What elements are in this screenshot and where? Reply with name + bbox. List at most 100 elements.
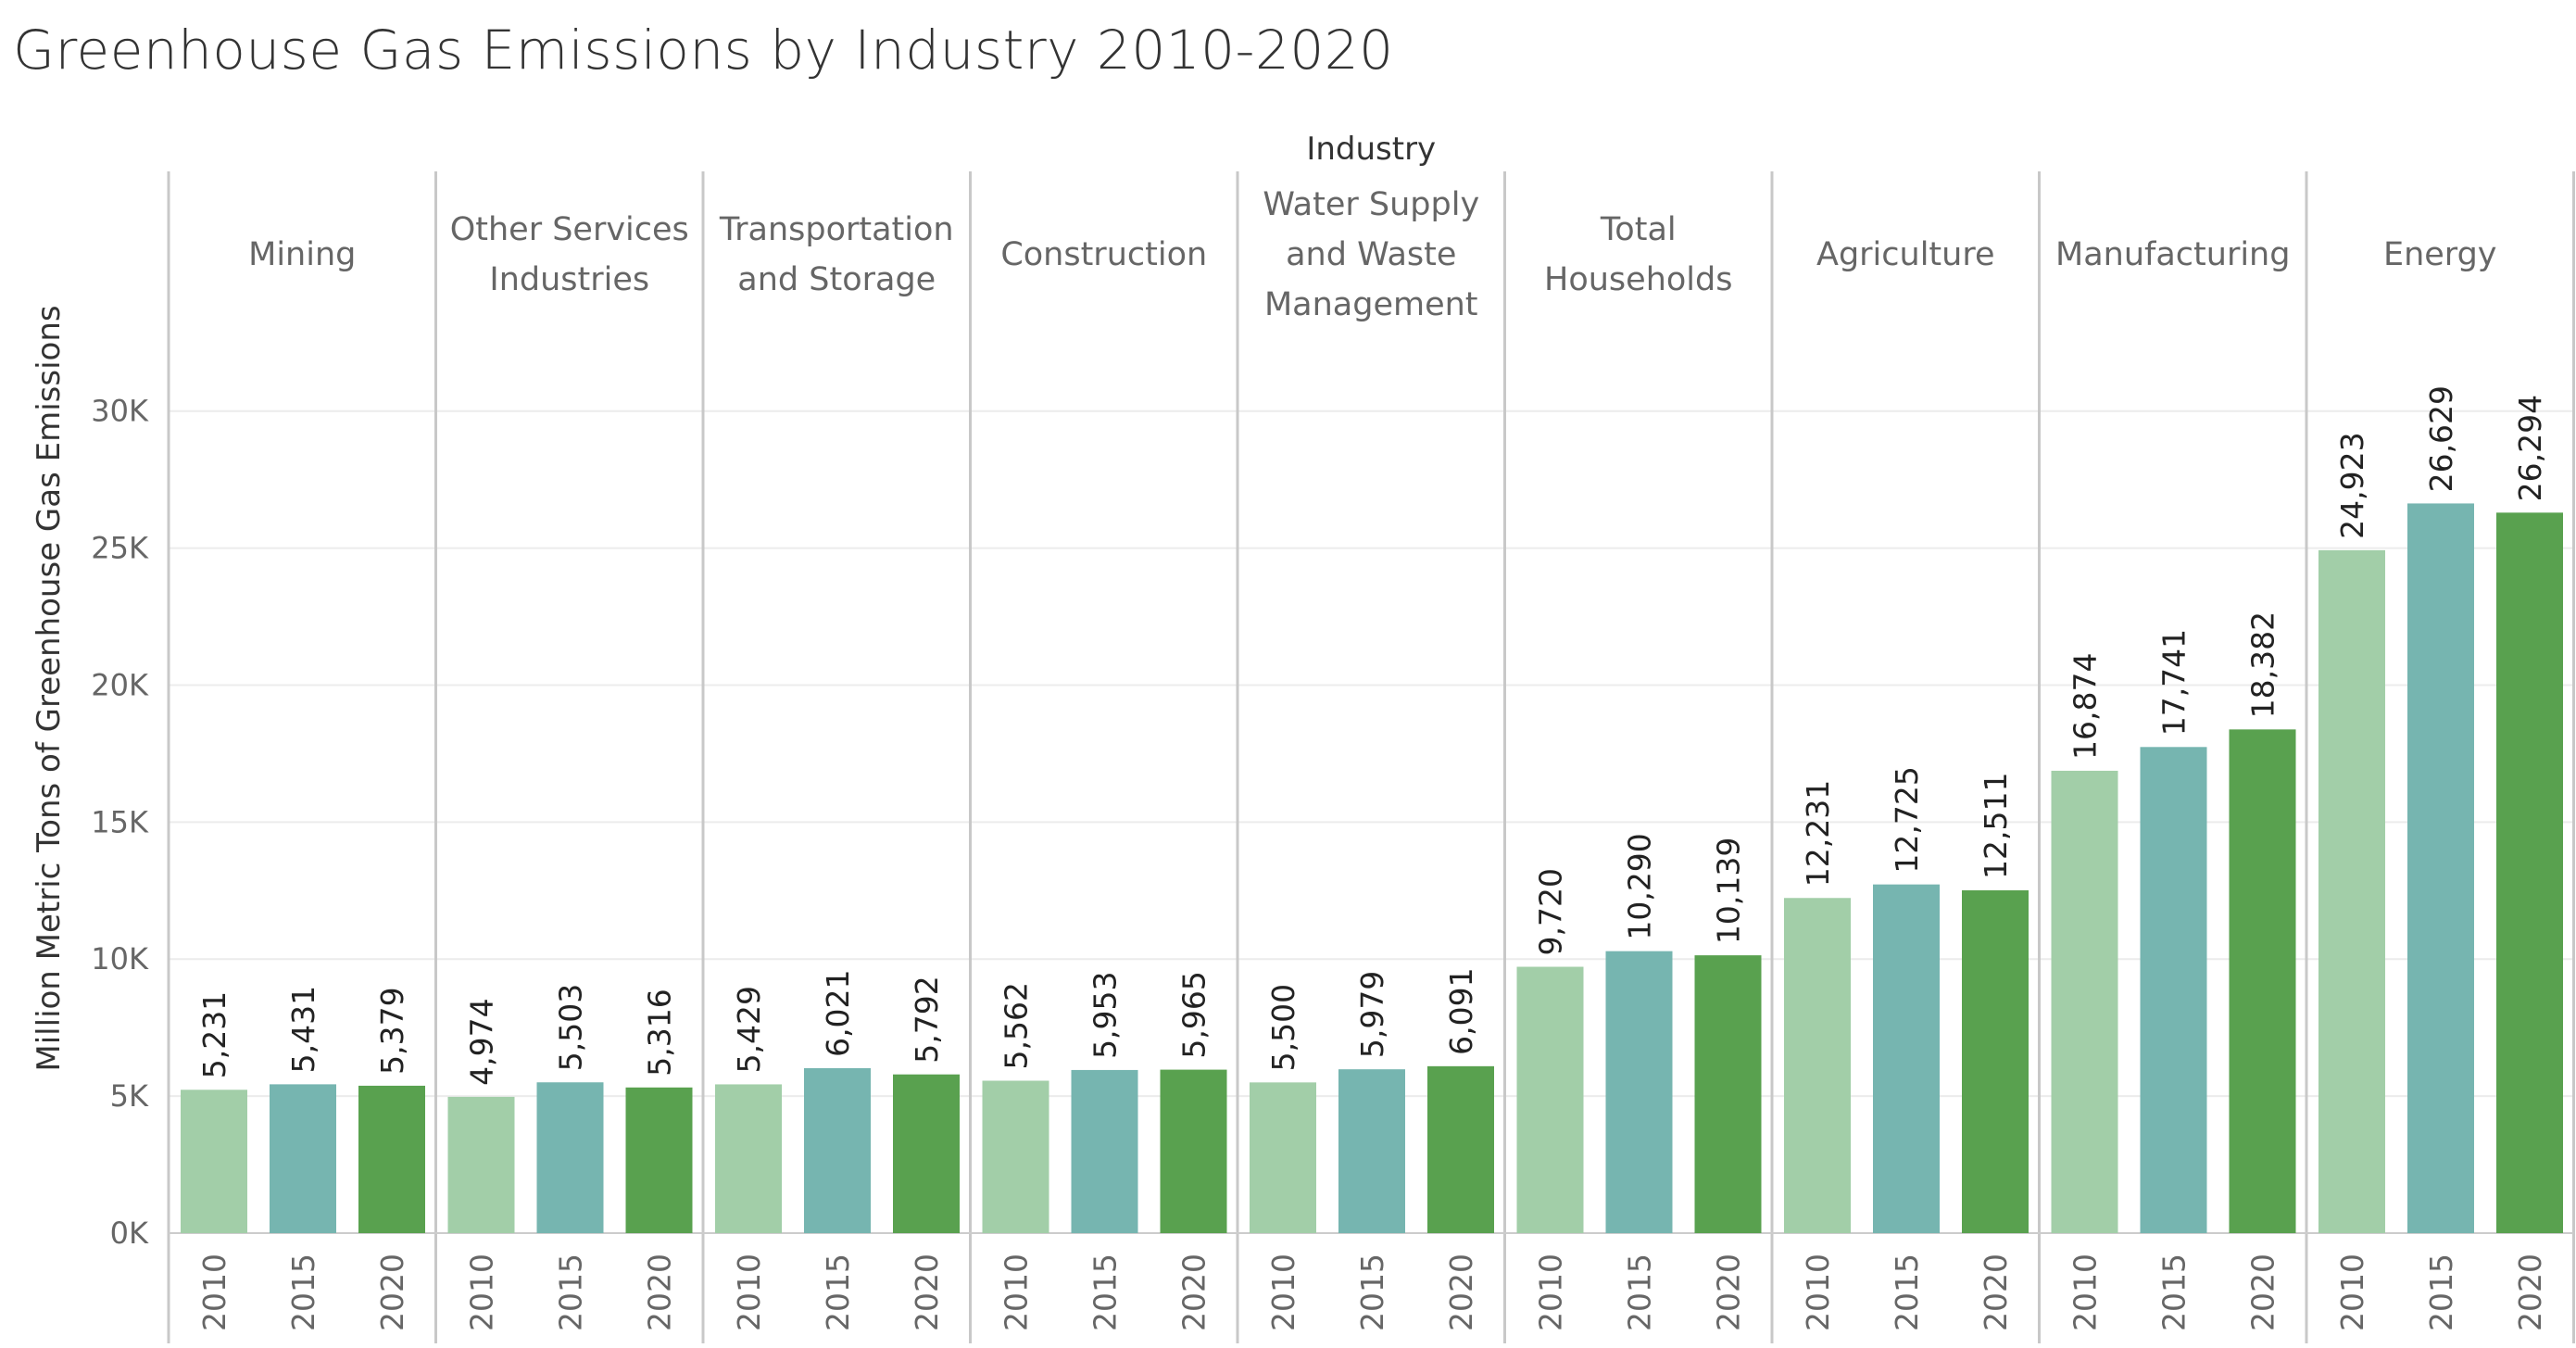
data-label: 5,792: [909, 976, 945, 1063]
bar: [2140, 747, 2207, 1233]
bar: [1694, 955, 1762, 1233]
bar: [270, 1084, 336, 1233]
industry-header-line: Transportation: [719, 211, 954, 248]
industry-header-line: Construction: [1000, 236, 1207, 273]
bar: [2318, 549, 2385, 1233]
y-tick-label: 5K: [110, 1078, 149, 1114]
x-tick-label: 2015: [285, 1254, 321, 1331]
bar: [536, 1082, 604, 1233]
bar: [181, 1090, 247, 1233]
bar: [1338, 1069, 1405, 1233]
industry-header: Manufacturing: [2055, 236, 2290, 273]
data-label: 4,974: [464, 998, 500, 1085]
data-label: 6,021: [820, 969, 856, 1056]
x-tick-label: 2010: [999, 1254, 1035, 1331]
data-label: 5,316: [642, 989, 678, 1076]
data-label: 5,431: [285, 986, 321, 1073]
industry-header: Water Supply and Waste Management: [1263, 186, 1479, 323]
y-axis-label: Million Metric Tons of Greenhouse Gas Em…: [31, 305, 68, 1071]
data-label: 5,562: [999, 982, 1035, 1069]
x-tick-label: 2010: [2334, 1254, 2370, 1331]
y-tick-label: 20K: [91, 667, 149, 702]
data-label: 5,500: [1265, 984, 1301, 1071]
y-tick-label: 25K: [91, 531, 149, 566]
y-tick-label: 15K: [91, 804, 149, 839]
x-tick-label: 2020: [2512, 1254, 2548, 1331]
x-tick-label: 2020: [374, 1254, 410, 1331]
bar: [715, 1084, 782, 1233]
industry-header: Agriculture: [1816, 236, 1994, 273]
industry-header-line: Total: [1600, 211, 1677, 248]
x-tick-label: 2015: [1889, 1254, 1925, 1331]
industry-header-line: Manufacturing: [2055, 236, 2290, 273]
bar: [1605, 951, 1673, 1233]
x-tick-label: 2020: [2245, 1254, 2281, 1331]
x-tick-label: 2010: [464, 1254, 500, 1331]
y-tick-label: 10K: [91, 941, 149, 976]
data-label: 17,741: [2156, 629, 2193, 736]
x-tick-label: 2010: [1265, 1254, 1301, 1331]
data-label: 10,290: [1622, 833, 1658, 939]
data-label: 12,231: [1800, 780, 1836, 887]
x-tick-label: 2020: [909, 1254, 945, 1331]
industry-header: Energy: [2383, 236, 2497, 273]
bar: [447, 1096, 515, 1233]
header-label: Industry: [1306, 131, 1436, 168]
x-tick-label: 2010: [1533, 1254, 1569, 1331]
x-tick-label: 2015: [1087, 1254, 1124, 1331]
bar: [982, 1080, 1049, 1233]
data-label: 5,953: [1087, 971, 1124, 1058]
x-tick-label: 2020: [1443, 1254, 1479, 1331]
industry-header-line: Mining: [248, 236, 356, 273]
bar: [1962, 889, 2029, 1233]
x-tick-label: 2015: [820, 1254, 856, 1331]
industry-header-line: Other Services: [450, 211, 689, 248]
x-tick-label: 2020: [1176, 1254, 1213, 1331]
industry-header: Other Services Industries: [450, 211, 689, 298]
industry-header-line: and Waste: [1286, 236, 1456, 273]
bar: [625, 1087, 693, 1233]
bar: [1516, 966, 1584, 1233]
industry-header-line: and Storage: [737, 261, 936, 298]
x-tick-label: 2015: [2423, 1254, 2459, 1331]
data-label: 9,720: [1533, 868, 1569, 955]
bar: [1427, 1065, 1494, 1233]
data-label: 5,379: [374, 987, 410, 1074]
bar: [1071, 1069, 1138, 1233]
bar: [2051, 770, 2118, 1233]
industry-header-line: Energy: [2383, 236, 2497, 273]
industry-header: Mining: [248, 236, 356, 273]
bar: [2407, 503, 2474, 1233]
bar: [1784, 898, 1851, 1233]
data-label: 5,965: [1176, 971, 1213, 1058]
data-label: 6,091: [1443, 967, 1479, 1054]
data-label: 16,874: [2067, 652, 2104, 759]
x-tick-label: 2010: [1800, 1254, 1836, 1331]
x-tick-label: 2010: [196, 1254, 232, 1331]
x-tick-label: 2015: [1622, 1254, 1658, 1331]
bar: [1160, 1069, 1227, 1233]
bar: [2229, 729, 2296, 1233]
x-tick-label: 2015: [1354, 1254, 1390, 1331]
industry-header: Transportation and Storage: [719, 211, 954, 298]
data-label: 24,923: [2334, 432, 2370, 538]
data-label: 5,231: [196, 991, 232, 1078]
industry-header: Construction: [1000, 236, 1207, 273]
bar: [358, 1085, 425, 1233]
industry-header-line: Water Supply: [1263, 186, 1479, 223]
industry-header-line: Management: [1264, 286, 1478, 323]
bar: [1250, 1082, 1316, 1233]
y-tick-label: 0K: [110, 1216, 149, 1251]
data-label: 5,979: [1354, 971, 1390, 1058]
x-tick-label: 2010: [2067, 1254, 2104, 1331]
data-label: 12,725: [1889, 766, 1925, 873]
x-tick-label: 2010: [731, 1254, 767, 1331]
x-tick-label: 2020: [1978, 1254, 2014, 1331]
data-label: 18,382: [2245, 611, 2281, 718]
industry-header-line: Agriculture: [1816, 236, 1994, 273]
x-tick-label: 2020: [642, 1254, 678, 1331]
data-label: 5,429: [731, 986, 767, 1073]
data-label: 5,503: [553, 984, 589, 1071]
industry-header-line: Households: [1544, 261, 1732, 298]
